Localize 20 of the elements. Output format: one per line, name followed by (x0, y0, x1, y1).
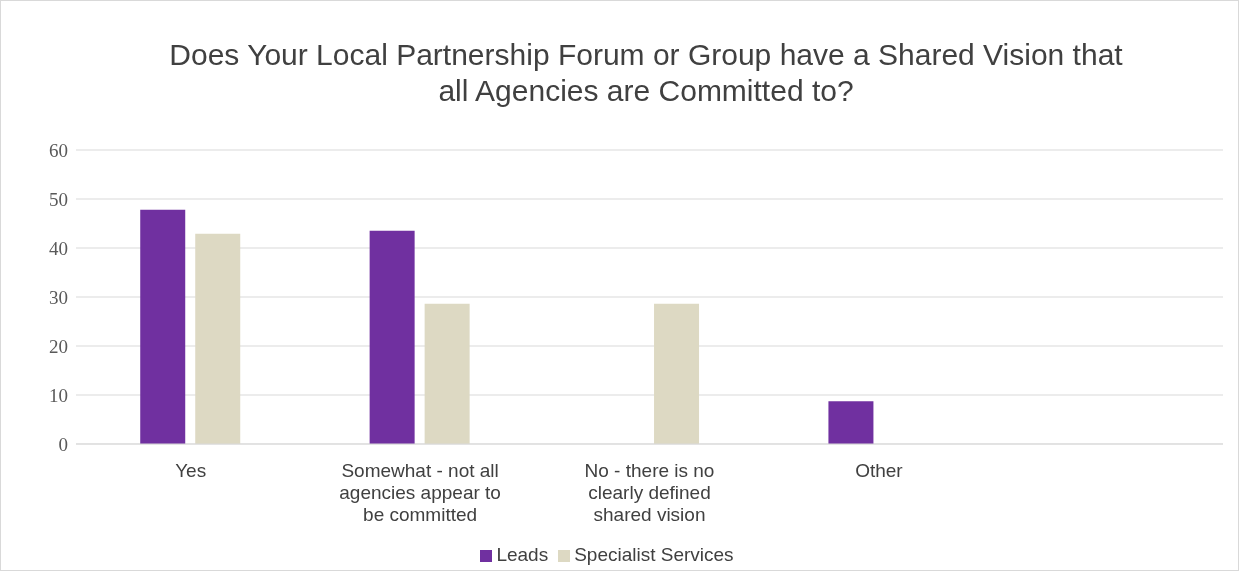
bar (654, 303, 700, 444)
legend-label: Leads (496, 544, 549, 565)
x-tick-label: Other (855, 460, 904, 482)
y-tick-label: 10 (49, 384, 68, 406)
bar (828, 401, 874, 444)
y-tick-label: 20 (49, 335, 68, 357)
x-tick-label: Yes (175, 460, 207, 482)
bar (195, 233, 241, 444)
y-tick-label: 60 (49, 139, 68, 161)
bar (369, 230, 415, 444)
y-tick-label: 40 (49, 237, 68, 259)
y-tick-label: 30 (49, 286, 68, 308)
bar (424, 303, 470, 444)
x-tick-label: No - there is no clearly defined shared vision (584, 460, 715, 525)
chart-title: Does Your Local Partnership Forum or Group have a Shared Vision that all Agencies are Committed to? (168, 37, 1124, 109)
y-tick-label: 0 (58, 433, 68, 455)
x-tick-label: Somewhat - not all agencies appear to be committed (339, 460, 501, 525)
legend-label: Specialist Services (574, 544, 734, 565)
y-tick-label: 50 (49, 188, 68, 210)
bar (140, 209, 186, 444)
